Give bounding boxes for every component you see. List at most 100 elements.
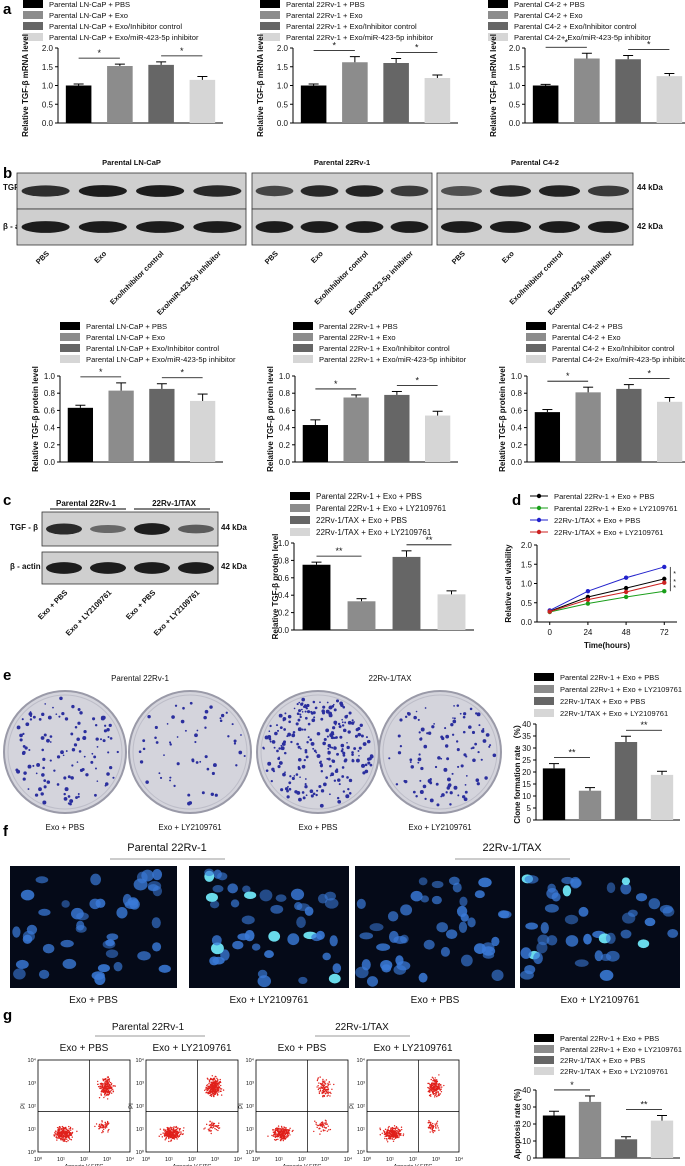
flow-event (112, 1085, 114, 1087)
colony (209, 705, 213, 709)
colony (83, 729, 87, 734)
flow-event (61, 1134, 64, 1136)
colony (351, 751, 354, 754)
colony (19, 733, 23, 738)
data-point (662, 589, 667, 594)
flow-event (381, 1132, 383, 1134)
legend-swatch (290, 504, 310, 512)
flow-event (60, 1134, 62, 1136)
flow-event (327, 1088, 330, 1090)
flow-y-tick: 10¹ (246, 1127, 254, 1133)
colony (476, 782, 480, 786)
colony (159, 776, 163, 780)
nucleus (152, 885, 163, 897)
flow-event (435, 1094, 437, 1096)
bar (302, 564, 331, 630)
flow-event (273, 1138, 276, 1141)
blot-band (440, 221, 483, 233)
flow-event (435, 1124, 437, 1127)
flow-event (208, 1082, 210, 1085)
legend-label: Parental C4-2+ Exo/miR-423-5p inhibitor (514, 33, 651, 42)
nucleus (268, 931, 281, 942)
flow-event (267, 1135, 269, 1137)
nucleus (565, 935, 579, 947)
colony (457, 794, 460, 797)
colony (82, 737, 85, 740)
flow-event (322, 1085, 325, 1088)
flow-event (277, 1130, 279, 1133)
flow-event (101, 1120, 103, 1122)
y-axis-label: Relative TGF-β mRNA level (21, 34, 30, 137)
flow-event (162, 1132, 164, 1134)
flow-event (179, 1128, 181, 1130)
flow-event (173, 1138, 176, 1140)
flow-event (320, 1122, 323, 1124)
y-tick-label: 0.2 (278, 609, 290, 618)
flow-event (60, 1128, 62, 1130)
flow-event (206, 1084, 208, 1087)
flow-event (320, 1125, 323, 1127)
flow-event (281, 1126, 283, 1129)
flow-event (324, 1127, 326, 1129)
flow-event (389, 1137, 392, 1139)
flow-event (175, 1133, 178, 1135)
flow-event (323, 1087, 325, 1090)
colony (243, 754, 246, 758)
colony (485, 733, 490, 737)
flow-event (106, 1126, 108, 1128)
colony (43, 785, 47, 789)
flow-event (390, 1127, 392, 1129)
flow-event (323, 1084, 326, 1086)
colony (339, 735, 343, 739)
colony (38, 717, 42, 721)
flow-event (333, 1083, 335, 1086)
nucleus (436, 922, 448, 933)
blot-band (345, 185, 384, 197)
colony (304, 710, 307, 713)
legend-label: 22Rv-1/TAX + Exo + LY2109761 (316, 528, 432, 537)
y-tick-label: 1.0 (44, 372, 56, 381)
colony (49, 741, 52, 743)
bar (614, 742, 638, 820)
bar (574, 58, 600, 123)
flow-event (206, 1089, 208, 1091)
flow-event (178, 1131, 181, 1133)
flow-event (178, 1135, 181, 1138)
colony (64, 787, 69, 792)
flow-event (62, 1137, 64, 1139)
blot-group-label: Parental 22Rv-1 (56, 499, 117, 508)
flow-event (327, 1085, 329, 1087)
colony (280, 788, 284, 792)
flow-x-tick: 10⁴ (455, 1156, 464, 1163)
flow-event (383, 1131, 386, 1134)
flow-event (101, 1131, 103, 1134)
flow-event (321, 1083, 324, 1085)
flow-event (212, 1087, 215, 1089)
colony (225, 711, 228, 714)
flow-event (109, 1085, 112, 1087)
colony (65, 750, 68, 753)
flow-event (314, 1120, 316, 1122)
colony (351, 753, 354, 756)
nucleus (393, 964, 407, 975)
flow-event (101, 1124, 104, 1126)
flow-event (430, 1093, 432, 1096)
nucleus (329, 935, 338, 947)
flow-event (325, 1090, 327, 1093)
flow-event (167, 1137, 170, 1139)
sig-marker: * (566, 371, 570, 381)
flow-event (105, 1124, 108, 1126)
blot-lane-label: Exo/miR-423-5p inhibitor (155, 249, 223, 317)
flow-event (54, 1130, 57, 1132)
flow-y-tick: 10³ (246, 1081, 254, 1087)
flow-event (443, 1084, 445, 1087)
legend-swatch (293, 355, 313, 363)
flow-event (324, 1088, 326, 1091)
flow-event (207, 1086, 209, 1088)
sig-marker: * (570, 1080, 574, 1090)
flow-event (98, 1125, 100, 1127)
colony (404, 779, 408, 784)
nucleus (35, 876, 49, 884)
flow-label: Exo + PBS (60, 1043, 109, 1054)
flow-event (213, 1084, 215, 1087)
